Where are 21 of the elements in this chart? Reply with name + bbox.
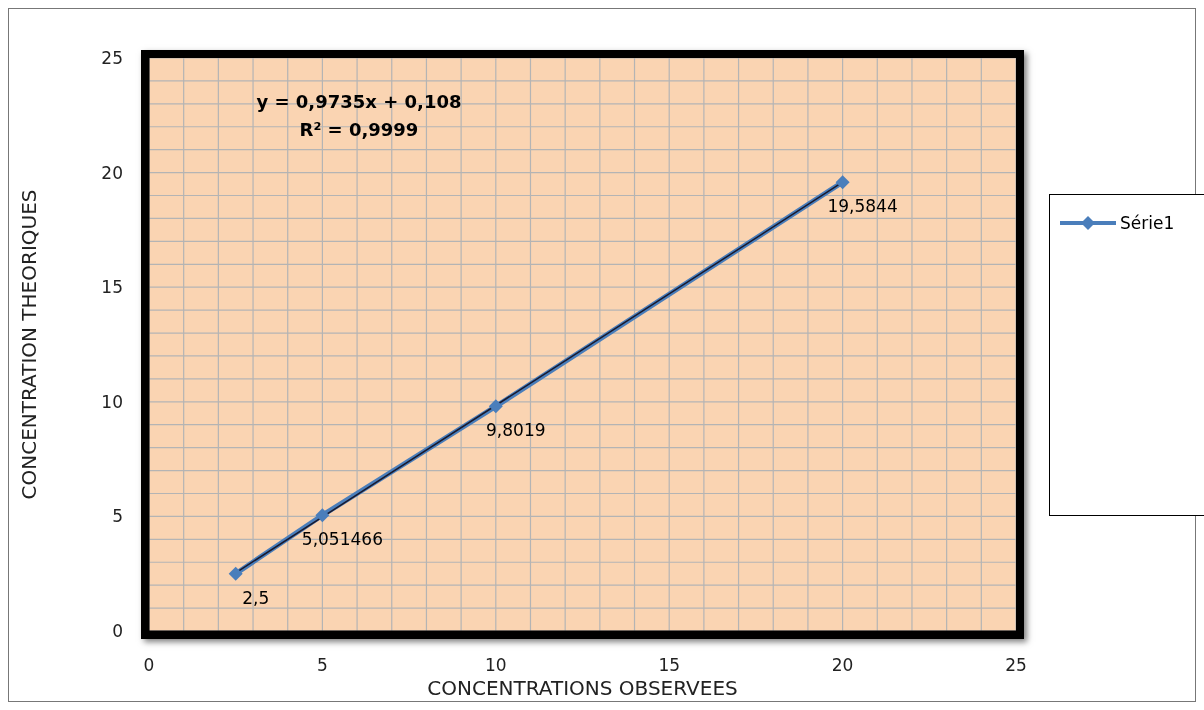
x-tick-label: 15: [658, 655, 681, 676]
y-tick-label: 15: [101, 277, 123, 298]
data-label: 5,051466: [301, 529, 383, 550]
annotation: R² = 0,9999: [298, 118, 420, 142]
x-tick-label: 25: [1005, 655, 1027, 676]
data-label: 19,5844: [827, 196, 898, 217]
data-label: 9,8019: [486, 420, 546, 441]
x-tick-label: 20: [831, 655, 854, 676]
legend-label: Série1: [1120, 213, 1175, 233]
data-label: 2,5: [242, 587, 270, 608]
x-axis-title: CONCENTRATIONS OBSERVEES: [427, 676, 738, 700]
x-tick-label: 0: [143, 655, 155, 676]
y-tick-label: 10: [101, 391, 123, 412]
y-tick-label: 25: [101, 48, 123, 69]
x-tick-label: 5: [316, 655, 328, 676]
y-tick-label: 20: [101, 162, 123, 183]
annotation: y = 0,9735x + 0,108: [255, 90, 463, 114]
y-axis-title: CONCENTRATION THEORIQUES: [17, 189, 42, 500]
y-tick-label: 5: [112, 506, 123, 527]
y-tick-label: 0: [112, 621, 123, 642]
x-tick-label: 10: [484, 655, 507, 676]
